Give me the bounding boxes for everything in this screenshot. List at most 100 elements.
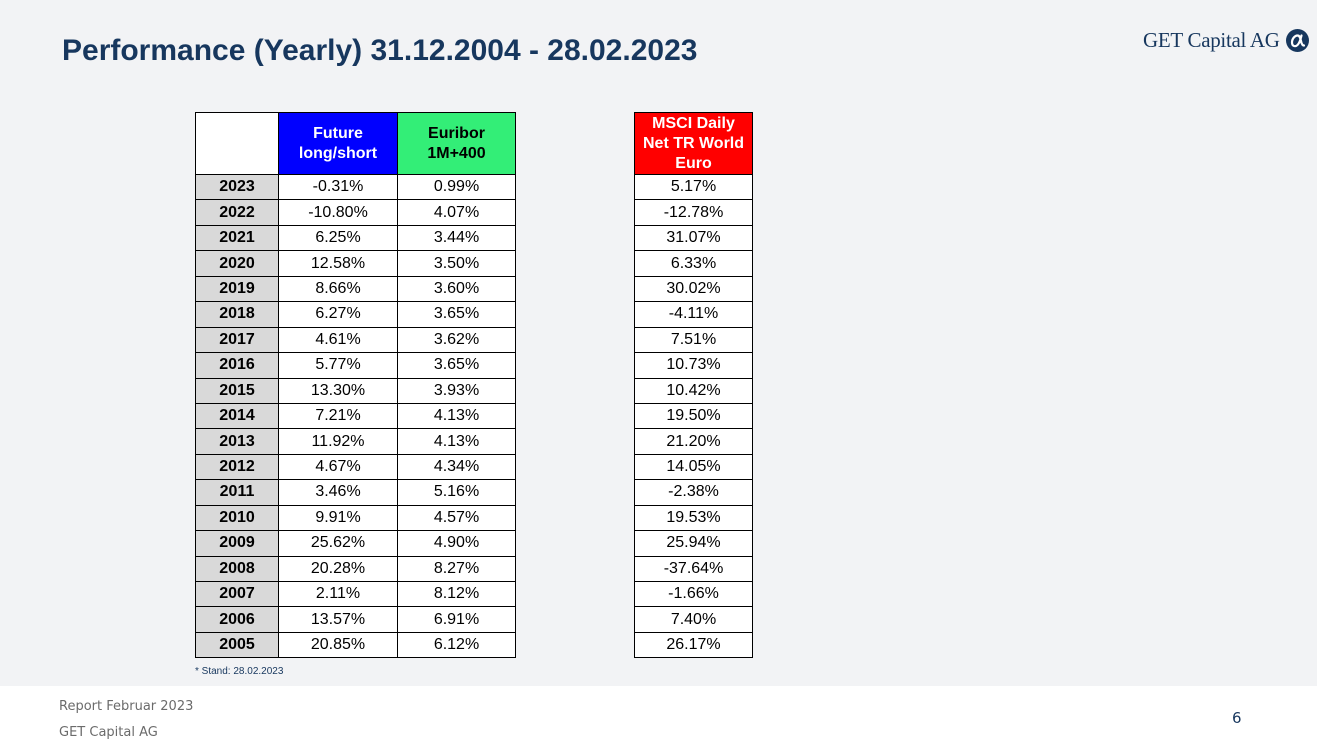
msci-cell: 7.40% <box>634 606 753 633</box>
footer <box>0 686 1317 747</box>
future-cell: 11.92% <box>278 428 398 455</box>
future-cell: 20.28% <box>278 555 398 583</box>
table-row: 19.53% <box>634 504 753 532</box>
future-cell: 6.27% <box>278 301 398 328</box>
year-cell: 2020 <box>195 250 279 277</box>
year-cell: 2006 <box>195 606 279 633</box>
header-euribor: Euribor 1M+400 <box>397 112 516 175</box>
year-cell: 2016 <box>195 352 279 379</box>
table-row: 25.94% <box>634 530 753 557</box>
year-cell: 2013 <box>195 428 279 455</box>
table-row: 2013 11.92% 4.13% <box>195 428 516 455</box>
euribor-cell: 3.93% <box>397 377 516 404</box>
year-cell: 2023 <box>195 173 279 201</box>
msci-cell: 19.50% <box>634 402 753 430</box>
future-cell: 4.67% <box>278 453 398 481</box>
slide: Performance (Yearly) 31.12.2004 - 28.02.… <box>62 28 1310 677</box>
msci-cell: -1.66% <box>634 580 753 608</box>
msci-cell: -12.78% <box>634 199 753 226</box>
msci-cell: 10.42% <box>634 377 753 404</box>
table-row: 6.33% <box>634 250 753 277</box>
future-cell: 4.61% <box>278 326 398 354</box>
euribor-cell: 4.34% <box>397 453 516 481</box>
year-cell: 2012 <box>195 453 279 481</box>
table-row: 21.20% <box>634 428 753 455</box>
table-row: -2.38% <box>634 479 753 506</box>
table-row: 2006 13.57% 6.91% <box>195 606 516 633</box>
table-row: 10.42% <box>634 377 753 404</box>
euribor-cell: 4.57% <box>397 504 516 532</box>
euribor-cell: 4.90% <box>397 530 516 557</box>
future-cell: 7.21% <box>278 402 398 430</box>
msci-cell: -4.11% <box>634 301 753 328</box>
year-cell: 2008 <box>195 555 279 583</box>
page-number: 6 <box>1232 709 1242 727</box>
table-row: 2008 20.28% 8.27% <box>195 555 516 583</box>
euribor-cell: 6.91% <box>397 606 516 633</box>
msci-table: MSCI Daily Net TR World Euro 5.17% -12.78% 3… <box>634 112 753 659</box>
year-cell: 2022 <box>195 199 279 226</box>
table-row: 2005 20.85% 6.12% <box>195 631 516 659</box>
year-cell: 2007 <box>195 580 279 608</box>
msci-cell: 6.33% <box>634 250 753 277</box>
table-row: 2007 2.11% 8.12% <box>195 580 516 608</box>
future-cell: 9.91% <box>278 504 398 532</box>
msci-cell: 30.02% <box>634 275 753 303</box>
msci-cell: 7.51% <box>634 326 753 354</box>
future-cell: 6.25% <box>278 224 398 252</box>
year-cell: 2014 <box>195 402 279 430</box>
msci-cell: 26.17% <box>634 631 753 659</box>
page-title: Performance (Yearly) 31.12.2004 - 28.02.… <box>62 34 697 68</box>
future-cell: 20.85% <box>278 631 398 659</box>
future-cell: -10.80% <box>278 199 398 226</box>
future-cell: 8.66% <box>278 275 398 303</box>
table-row: 7.51% <box>634 326 753 354</box>
euribor-cell: 4.13% <box>397 428 516 455</box>
year-cell: 2009 <box>195 530 279 557</box>
future-cell: 3.46% <box>278 479 398 506</box>
table-row: -37.64% <box>634 555 753 583</box>
table-row: 30.02% <box>634 275 753 303</box>
table-row: 2009 25.62% 4.90% <box>195 530 516 557</box>
table-row: 2021 6.25% 3.44% <box>195 224 516 252</box>
euribor-cell: 8.27% <box>397 555 516 583</box>
table-row: 2015 13.30% 3.93% <box>195 377 516 404</box>
msci-cell: -2.38% <box>634 479 753 506</box>
euribor-cell: 3.44% <box>397 224 516 252</box>
table-row: 2018 6.27% 3.65% <box>195 301 516 328</box>
euribor-cell: 3.60% <box>397 275 516 303</box>
year-cell: 2018 <box>195 301 279 328</box>
logo-text: GET Capital AG <box>1143 28 1280 52</box>
footer-report-label: Report Februar 2023 <box>59 699 194 714</box>
msci-cell: 31.07% <box>634 224 753 252</box>
title-bold: Performance (Yearly) <box>62 34 363 67</box>
table-row: 2010 9.91% 4.57% <box>195 504 516 532</box>
company-logo: GET Capital AG <box>1143 28 1310 53</box>
table-row: -1.66% <box>634 580 753 608</box>
table-row: 2014 7.21% 4.13% <box>195 402 516 430</box>
year-cell: 2019 <box>195 275 279 303</box>
table-row: -4.11% <box>634 301 753 328</box>
euribor-cell: 3.65% <box>397 352 516 379</box>
table-row: 2011 3.46% 5.16% <box>195 479 516 506</box>
future-cell: 25.62% <box>278 530 398 557</box>
table-row: 5.17% <box>634 173 753 201</box>
performance-table-body: 2023 -0.31% 0.99% 2022 -10.80% 4.07% 2021 6.25%… <box>195 173 516 659</box>
msci-table-body: 5.17% -12.78% 31.07% 6.33% 30.02% -4.11% 7.51%… <box>634 173 753 659</box>
year-cell: 2011 <box>195 479 279 506</box>
euribor-cell: 3.62% <box>397 326 516 354</box>
footnote: * Stand: 28.02.2023 <box>195 666 284 677</box>
table-row: 2012 4.67% 4.34% <box>195 453 516 481</box>
future-cell: 5.77% <box>278 352 398 379</box>
header-msci: MSCI Daily Net TR World Euro <box>634 112 753 175</box>
table-row: 2019 8.66% 3.60% <box>195 275 516 303</box>
future-cell: 13.30% <box>278 377 398 404</box>
table-row: 26.17% <box>634 631 753 659</box>
year-cell: 2021 <box>195 224 279 252</box>
msci-cell: 5.17% <box>634 173 753 201</box>
msci-header-row: MSCI Daily Net TR World Euro <box>634 112 753 175</box>
header-future: Future long/short <box>278 112 398 175</box>
table-row: 2016 5.77% 3.65% <box>195 352 516 379</box>
euribor-cell: 4.13% <box>397 402 516 430</box>
euribor-cell: 3.50% <box>397 250 516 277</box>
